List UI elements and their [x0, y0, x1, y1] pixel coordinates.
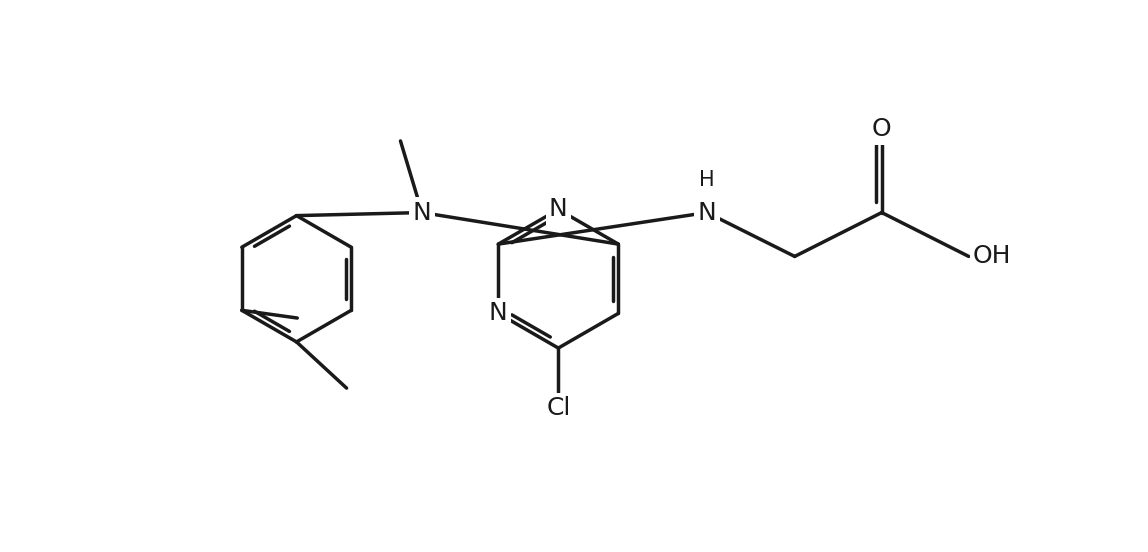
- Text: N: N: [489, 301, 507, 326]
- Text: N: N: [549, 198, 568, 221]
- Text: N: N: [412, 200, 432, 225]
- Text: N: N: [698, 200, 716, 225]
- Text: Cl: Cl: [546, 396, 571, 420]
- Text: OH: OH: [972, 245, 1011, 268]
- Text: H: H: [699, 170, 715, 190]
- Text: O: O: [872, 118, 892, 141]
